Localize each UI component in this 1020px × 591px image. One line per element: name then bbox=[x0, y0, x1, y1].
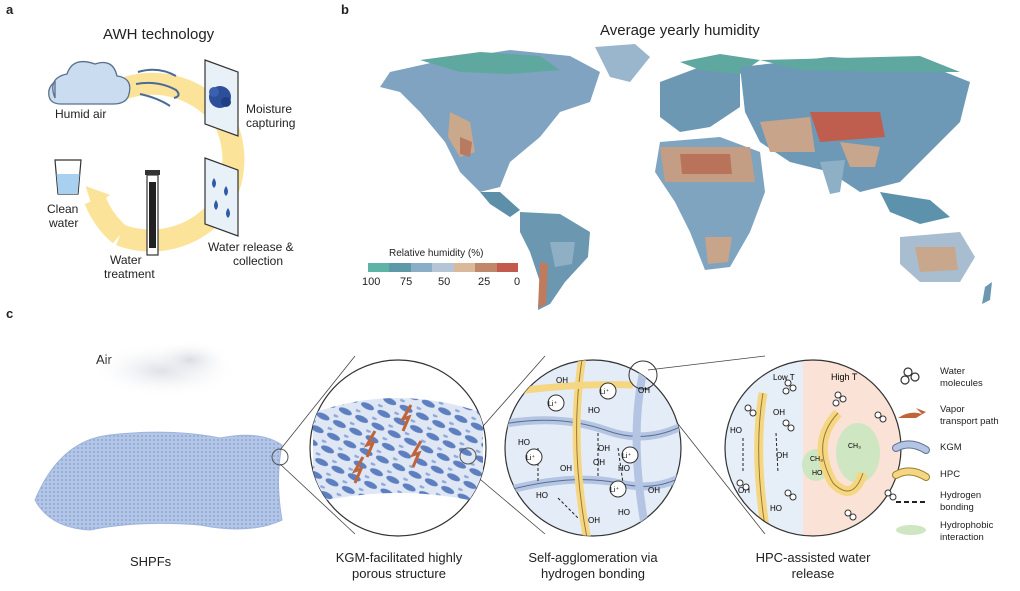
svg-text:HO: HO bbox=[588, 406, 600, 415]
europe bbox=[660, 67, 740, 132]
svg-text:OH: OH bbox=[638, 386, 650, 395]
wind-icon bbox=[135, 68, 180, 107]
greenland bbox=[595, 44, 650, 82]
colorbar-swatch bbox=[496, 263, 518, 272]
awh-cycle-diagram bbox=[48, 59, 245, 256]
caption-release-2: release bbox=[791, 566, 835, 581]
release-label-1: Water release & bbox=[208, 240, 294, 254]
legend-icons bbox=[892, 367, 930, 535]
svg-text:OH: OH bbox=[738, 486, 750, 495]
colorbar-title: Relative humidity (%) bbox=[389, 248, 484, 259]
legend-hphob-2: interaction bbox=[940, 532, 984, 543]
colorbar-swatch bbox=[389, 263, 411, 272]
caption-release-1: HPC-assisted water bbox=[755, 550, 871, 565]
svg-text:OH: OH bbox=[588, 516, 600, 525]
colorbar-swatch bbox=[432, 263, 454, 272]
low-t-label: Low T bbox=[773, 373, 795, 382]
svg-text:HO: HO bbox=[618, 508, 630, 517]
colorbar-tick: 50 bbox=[438, 276, 451, 288]
water-molecule-icon bbox=[900, 367, 920, 385]
colorbar-swatch bbox=[410, 263, 433, 272]
svg-text:HO: HO bbox=[518, 438, 530, 447]
clean-label-1: Clean bbox=[47, 202, 79, 216]
svg-text:OH: OH bbox=[773, 408, 785, 417]
colorbar-tick: 0 bbox=[514, 276, 521, 288]
zoom-spot bbox=[271, 448, 289, 466]
legend-hpc: HPC bbox=[940, 469, 961, 480]
colorbar-tick: 100 bbox=[362, 276, 381, 288]
legend-vapor-2: transport path bbox=[940, 416, 999, 427]
water-molecules bbox=[736, 379, 897, 521]
oh-group: OH bbox=[556, 376, 568, 385]
cloud-icon bbox=[48, 60, 131, 105]
north-america bbox=[380, 50, 600, 192]
svg-text:HO: HO bbox=[770, 504, 782, 513]
panel-a-label: a bbox=[6, 2, 14, 17]
colorbar-swatch bbox=[475, 263, 497, 272]
li-ion: Li⁺ bbox=[548, 400, 557, 408]
legend-vapor-1: Vapor bbox=[940, 404, 965, 415]
legend-hbond-1: Hydrogen bbox=[940, 490, 982, 501]
svg-text:HO: HO bbox=[618, 464, 630, 473]
treatment-label-2: treatment bbox=[104, 267, 155, 281]
legend-water-2: molecules bbox=[940, 378, 983, 389]
hydrogen-bonding-circle: Li⁺ Li⁺ Li⁺ Li⁺ Li⁺ OH HO OH HO OH OH HO… bbox=[504, 359, 682, 537]
svg-text:HO: HO bbox=[536, 491, 548, 500]
porous-structure-circle bbox=[309, 359, 487, 537]
svg-text:OH: OH bbox=[560, 464, 572, 473]
svg-text:Li⁺: Li⁺ bbox=[600, 388, 609, 396]
svg-text:Li⁺: Li⁺ bbox=[622, 452, 631, 460]
vapor-path-icon bbox=[898, 408, 926, 418]
legend-hphob-1: Hydrophobic bbox=[940, 520, 994, 531]
colorbar-swatch bbox=[368, 263, 390, 272]
svg-text:OH: OH bbox=[598, 444, 610, 453]
caption-hbond-1: Self-agglomeration via bbox=[528, 550, 658, 565]
colorbar-tick: 25 bbox=[478, 276, 491, 288]
svg-text:OH: OH bbox=[648, 486, 660, 495]
release-label-2: collection bbox=[233, 254, 284, 268]
humid-air-label: Humid air bbox=[55, 107, 107, 121]
release-panel-icon bbox=[204, 157, 239, 237]
colorbar-swatch bbox=[453, 263, 476, 272]
humidity-colorbar bbox=[368, 263, 518, 272]
moisture-label-1: Moisture bbox=[246, 102, 293, 116]
vapor-arrow-icon bbox=[399, 404, 413, 432]
shpf-illustration bbox=[34, 340, 289, 531]
world-humidity-map bbox=[380, 44, 992, 310]
high-t-label: High T bbox=[831, 372, 858, 382]
svg-text:CH₃: CH₃ bbox=[848, 443, 861, 450]
svg-text:Li⁺: Li⁺ bbox=[526, 454, 535, 462]
svg-text:HO: HO bbox=[812, 470, 823, 477]
svg-text:Li⁺: Li⁺ bbox=[610, 486, 619, 494]
clean-label-2: water bbox=[49, 216, 79, 230]
moisture-label-2: capturing bbox=[246, 116, 296, 130]
panel-c-label: c bbox=[6, 306, 14, 321]
water-release-circle: Low T High T OH HO OH OH HO CH₃ CH₃ HO bbox=[724, 359, 902, 537]
legend-hbond-2: bonding bbox=[940, 502, 974, 513]
caption-hbond-2: hydrogen bonding bbox=[540, 566, 646, 581]
caption-porous-2: porous structure bbox=[352, 566, 446, 581]
shpfs-label: SHPFs bbox=[130, 554, 172, 569]
svg-text:OH: OH bbox=[776, 451, 788, 460]
panel-b-title: Average yearly humidity bbox=[600, 22, 760, 39]
svg-text:OH: OH bbox=[593, 458, 605, 467]
hydrophobic-icon bbox=[896, 525, 926, 535]
hydrophobic-region bbox=[836, 423, 880, 483]
svg-text:HO: HO bbox=[730, 426, 742, 435]
caption-porous-1: KGM-facilitated highly bbox=[335, 550, 463, 565]
shpf-film bbox=[34, 431, 283, 531]
panel-a-title: AWH technology bbox=[103, 26, 215, 43]
svg-text:CH₃: CH₃ bbox=[810, 456, 823, 463]
colorbar-tick: 75 bbox=[400, 276, 413, 288]
treatment-label-1: Water bbox=[110, 253, 142, 267]
panel-b-label: b bbox=[341, 2, 349, 17]
legend-water-1: Water bbox=[940, 366, 965, 377]
legend-kgm: KGM bbox=[940, 442, 962, 453]
